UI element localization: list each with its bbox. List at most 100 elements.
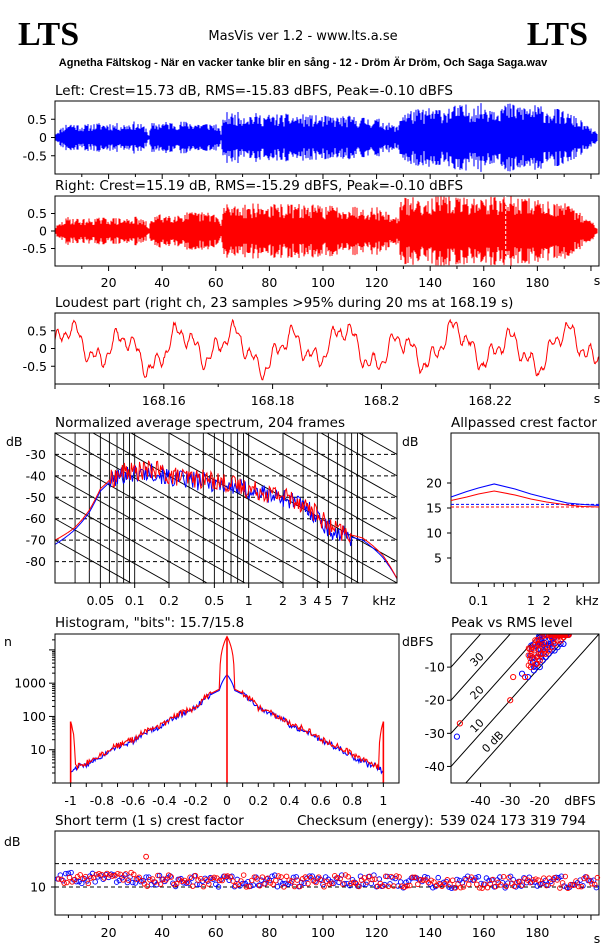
crest-point xyxy=(557,885,563,891)
crest-point xyxy=(246,883,252,890)
crest-point xyxy=(432,883,439,890)
short-term-crest-title: Short term (1 s) crest factor xyxy=(55,813,244,829)
crest-point xyxy=(403,879,409,886)
crest-point xyxy=(144,883,150,889)
crest-point xyxy=(428,877,434,884)
crest-point xyxy=(565,885,571,892)
crest-point xyxy=(326,881,333,887)
x-tick-label: 20 xyxy=(101,925,117,940)
crest-point xyxy=(211,874,217,881)
slope-line xyxy=(206,433,397,541)
scatter-point xyxy=(535,647,542,653)
x-tick-label: 20 xyxy=(101,275,117,290)
x-tick-label: -40 xyxy=(470,793,490,808)
crest-point xyxy=(93,871,100,878)
crest-point xyxy=(224,873,231,879)
scatter-point xyxy=(540,641,546,647)
crest-point xyxy=(476,885,483,891)
crest-point xyxy=(109,873,116,879)
crest-point xyxy=(248,877,255,884)
crest-point xyxy=(583,874,590,880)
crest-point xyxy=(581,875,587,882)
scatter-point xyxy=(453,733,461,740)
y-tick-label: 10 xyxy=(30,880,46,895)
crest-point xyxy=(206,881,212,887)
crest-point xyxy=(259,874,266,880)
y-tick-label: 5 xyxy=(434,551,442,566)
y-tick-label: 100 xyxy=(22,709,46,724)
crest-point xyxy=(492,883,499,890)
crest-point xyxy=(305,880,311,887)
scatter-point xyxy=(548,647,555,654)
plot-layer: 0.50-0.50.50-0.520 40 60 80 100 120 140 160 1800… xyxy=(14,100,601,940)
peak-vs-rms-title: Peak vs RMS level xyxy=(451,615,573,631)
crest-point xyxy=(487,881,493,887)
crest-point xyxy=(297,883,303,890)
crest-point xyxy=(435,874,441,881)
crest-point xyxy=(490,876,496,883)
crest-point xyxy=(139,877,145,884)
x-tick-label: 3 xyxy=(299,593,307,608)
x-tick-label: -1 xyxy=(64,793,76,808)
crest-point xyxy=(280,880,286,887)
crest-point xyxy=(286,877,292,883)
scatter-point xyxy=(554,637,561,644)
crest-point xyxy=(155,872,161,879)
crest-point xyxy=(219,877,225,884)
crest-point xyxy=(213,881,219,888)
crest-point xyxy=(369,876,376,883)
crest-point xyxy=(486,877,492,884)
crest-diagonal-label: 10 xyxy=(468,716,487,735)
crest-point xyxy=(179,878,185,885)
right-channel-plot: 0.5 0 -0.5 20 40 60 80 100 120 140 160 180 xyxy=(23,195,600,290)
crest-point xyxy=(589,881,595,887)
scatter-point xyxy=(529,644,536,651)
x-tick-label: 1 xyxy=(527,593,535,608)
crest-point xyxy=(72,876,78,883)
crest-point xyxy=(143,853,150,860)
crest-point xyxy=(114,870,121,877)
slope-line xyxy=(320,433,397,477)
x-tick-label: 168.22 xyxy=(468,393,512,408)
x-tick-label: 180 xyxy=(525,275,549,290)
crest-point xyxy=(173,880,180,887)
histogram-plot: 1000 100 10 -1 -0.8 -0.6 -0.4 -0.2 0 0.2 0.4 0.6 0.8… xyxy=(14,633,400,808)
x-tick-label: 40 xyxy=(154,925,170,940)
scatter-point xyxy=(527,659,534,666)
crest-point xyxy=(506,874,512,881)
scatter-point xyxy=(532,637,538,643)
x-tick-label: -0.8 xyxy=(90,793,114,808)
histogram-title: Histogram, "bits": 15.7/15.8 xyxy=(55,615,244,631)
crest-point xyxy=(62,870,69,877)
crest-point xyxy=(407,882,413,889)
crest-point xyxy=(573,878,579,884)
slope-line xyxy=(55,433,322,583)
spectrum-plot: -30 -40 -50 -60 -70 -80 0.05 0.1 0.2 0.5 1 2 3 4 5 7 xyxy=(26,432,398,608)
histogram-series-right xyxy=(70,635,384,771)
crest-point xyxy=(321,884,327,890)
crest-point xyxy=(361,875,367,881)
slope-line xyxy=(55,496,208,583)
crest-point xyxy=(393,873,400,879)
crest-point xyxy=(243,884,250,890)
crest-point xyxy=(152,879,158,885)
crest-point xyxy=(511,883,518,889)
x-tick-label: 100 xyxy=(311,275,335,290)
allpassed-y-unit: dB xyxy=(402,434,419,449)
scatter-point xyxy=(528,650,535,657)
crest-point xyxy=(334,874,341,881)
crest-point xyxy=(68,869,74,876)
file-name: Agnetha Fältskog - När en vacker tanke b… xyxy=(59,56,548,69)
crest-point xyxy=(100,876,106,882)
y-tick-label: -40 xyxy=(26,468,46,483)
crest-point xyxy=(77,872,83,878)
crest-point xyxy=(463,876,469,883)
short-term-crest-plot: 10 20 40 60 80 100 120 140 160 180 xyxy=(30,830,601,940)
left-channel-title: Left: Crest=15.73 dB, RMS=-15.83 dBFS, P… xyxy=(55,83,453,99)
crest-point xyxy=(533,876,539,882)
crest-point xyxy=(345,873,351,880)
crest-point xyxy=(497,874,503,880)
crest-point xyxy=(136,874,142,881)
crest-point xyxy=(88,875,94,881)
x-tick-label: 120 xyxy=(365,275,389,290)
